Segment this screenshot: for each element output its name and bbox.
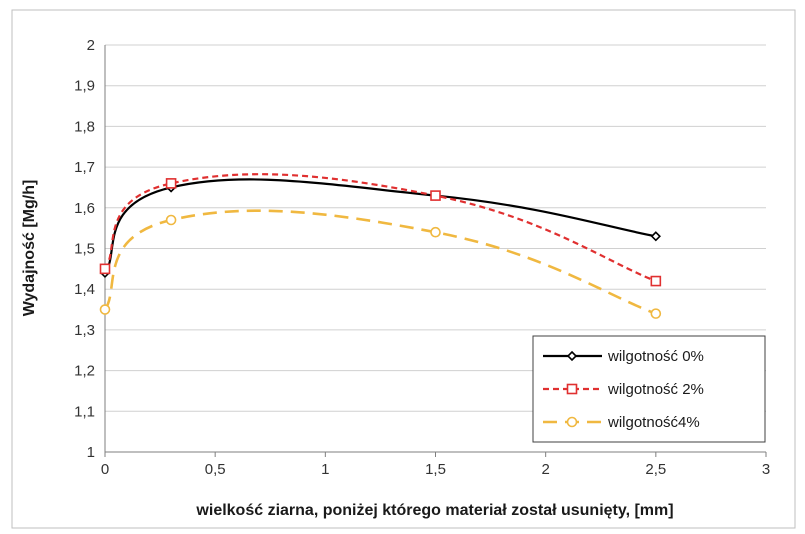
y-tick-label: 1,6	[74, 200, 95, 217]
y-tick-label: 1,5	[74, 241, 95, 258]
x-tick-label: 1	[321, 461, 329, 478]
legend-marker-wilgotnos-c-4	[566, 416, 578, 428]
data-point-wilgotnos-c-2	[650, 275, 662, 287]
data-point-wilgotnos-c-2	[99, 263, 111, 275]
y-axis-title: Wydajność [Mg/h]	[21, 180, 38, 317]
series-lines	[103, 173, 657, 315]
y-tick-label: 1,4	[74, 281, 95, 298]
legend-marker-wilgotnos-c-0	[566, 350, 578, 362]
x-tick-label: 0	[101, 461, 109, 478]
legend-label-wilgotnos-c-4: wilgotność4%	[607, 414, 700, 431]
series-markers	[99, 178, 662, 319]
x-tick-label: 0,5	[205, 461, 226, 478]
y-tick-label: 1,9	[74, 78, 95, 95]
y-tick-label: 2	[87, 37, 95, 54]
series-line-wilgotnos-c-2	[104, 173, 657, 283]
series-line-wilgotnos-c-4	[103, 209, 657, 315]
data-point-wilgotnos-c-0	[650, 231, 661, 242]
data-point-wilgotnos-c-4	[430, 226, 441, 238]
y-tick-label: 1,7	[74, 159, 95, 176]
y-tick-label: 1,2	[74, 363, 95, 380]
y-tick-label: 1,1	[74, 403, 95, 420]
legend-label-wilgotnos-c-2: wilgotność 2%	[607, 381, 704, 398]
axes	[104, 45, 767, 457]
series-line-wilgotnos-c-0	[104, 178, 657, 274]
chart-area-border	[11, 9, 796, 529]
x-tick-label: 3	[762, 461, 770, 478]
data-point-wilgotnos-c-2	[165, 178, 177, 189]
y-tick-label: 1,8	[74, 118, 95, 135]
legend: wilgotność 0% wilgotność 2% wilgotność4%	[532, 335, 766, 443]
y-tick-label: 1	[87, 444, 95, 461]
x-tick-label: 2	[541, 461, 549, 478]
x-tick-label: 1,5	[425, 461, 446, 478]
legend-label-wilgotnos-c-0: wilgotność 0%	[607, 348, 704, 365]
data-point-wilgotnos-c-4	[165, 214, 177, 226]
data-point-wilgotnos-c-4	[650, 308, 662, 319]
x-tick-label: 2,5	[645, 461, 666, 478]
y-tick-label: 1,3	[74, 322, 95, 339]
x-axis-title: wielkość ziarna, poniżej którego materia…	[195, 502, 673, 519]
data-point-wilgotnos-c-2	[430, 190, 441, 201]
x-tick-labels: 0 0,5 1 1,5 2 2,5 3	[101, 461, 770, 478]
grid-lines	[105, 44, 766, 412]
legend-marker-wilgotnos-c-2	[566, 383, 578, 395]
data-point-wilgotnos-c-4	[99, 304, 111, 315]
y-tick-labels: 1 1,1 1,2 1,3 1,4 1,5 1,6 1,7 1,8 1,9 2	[74, 37, 95, 461]
